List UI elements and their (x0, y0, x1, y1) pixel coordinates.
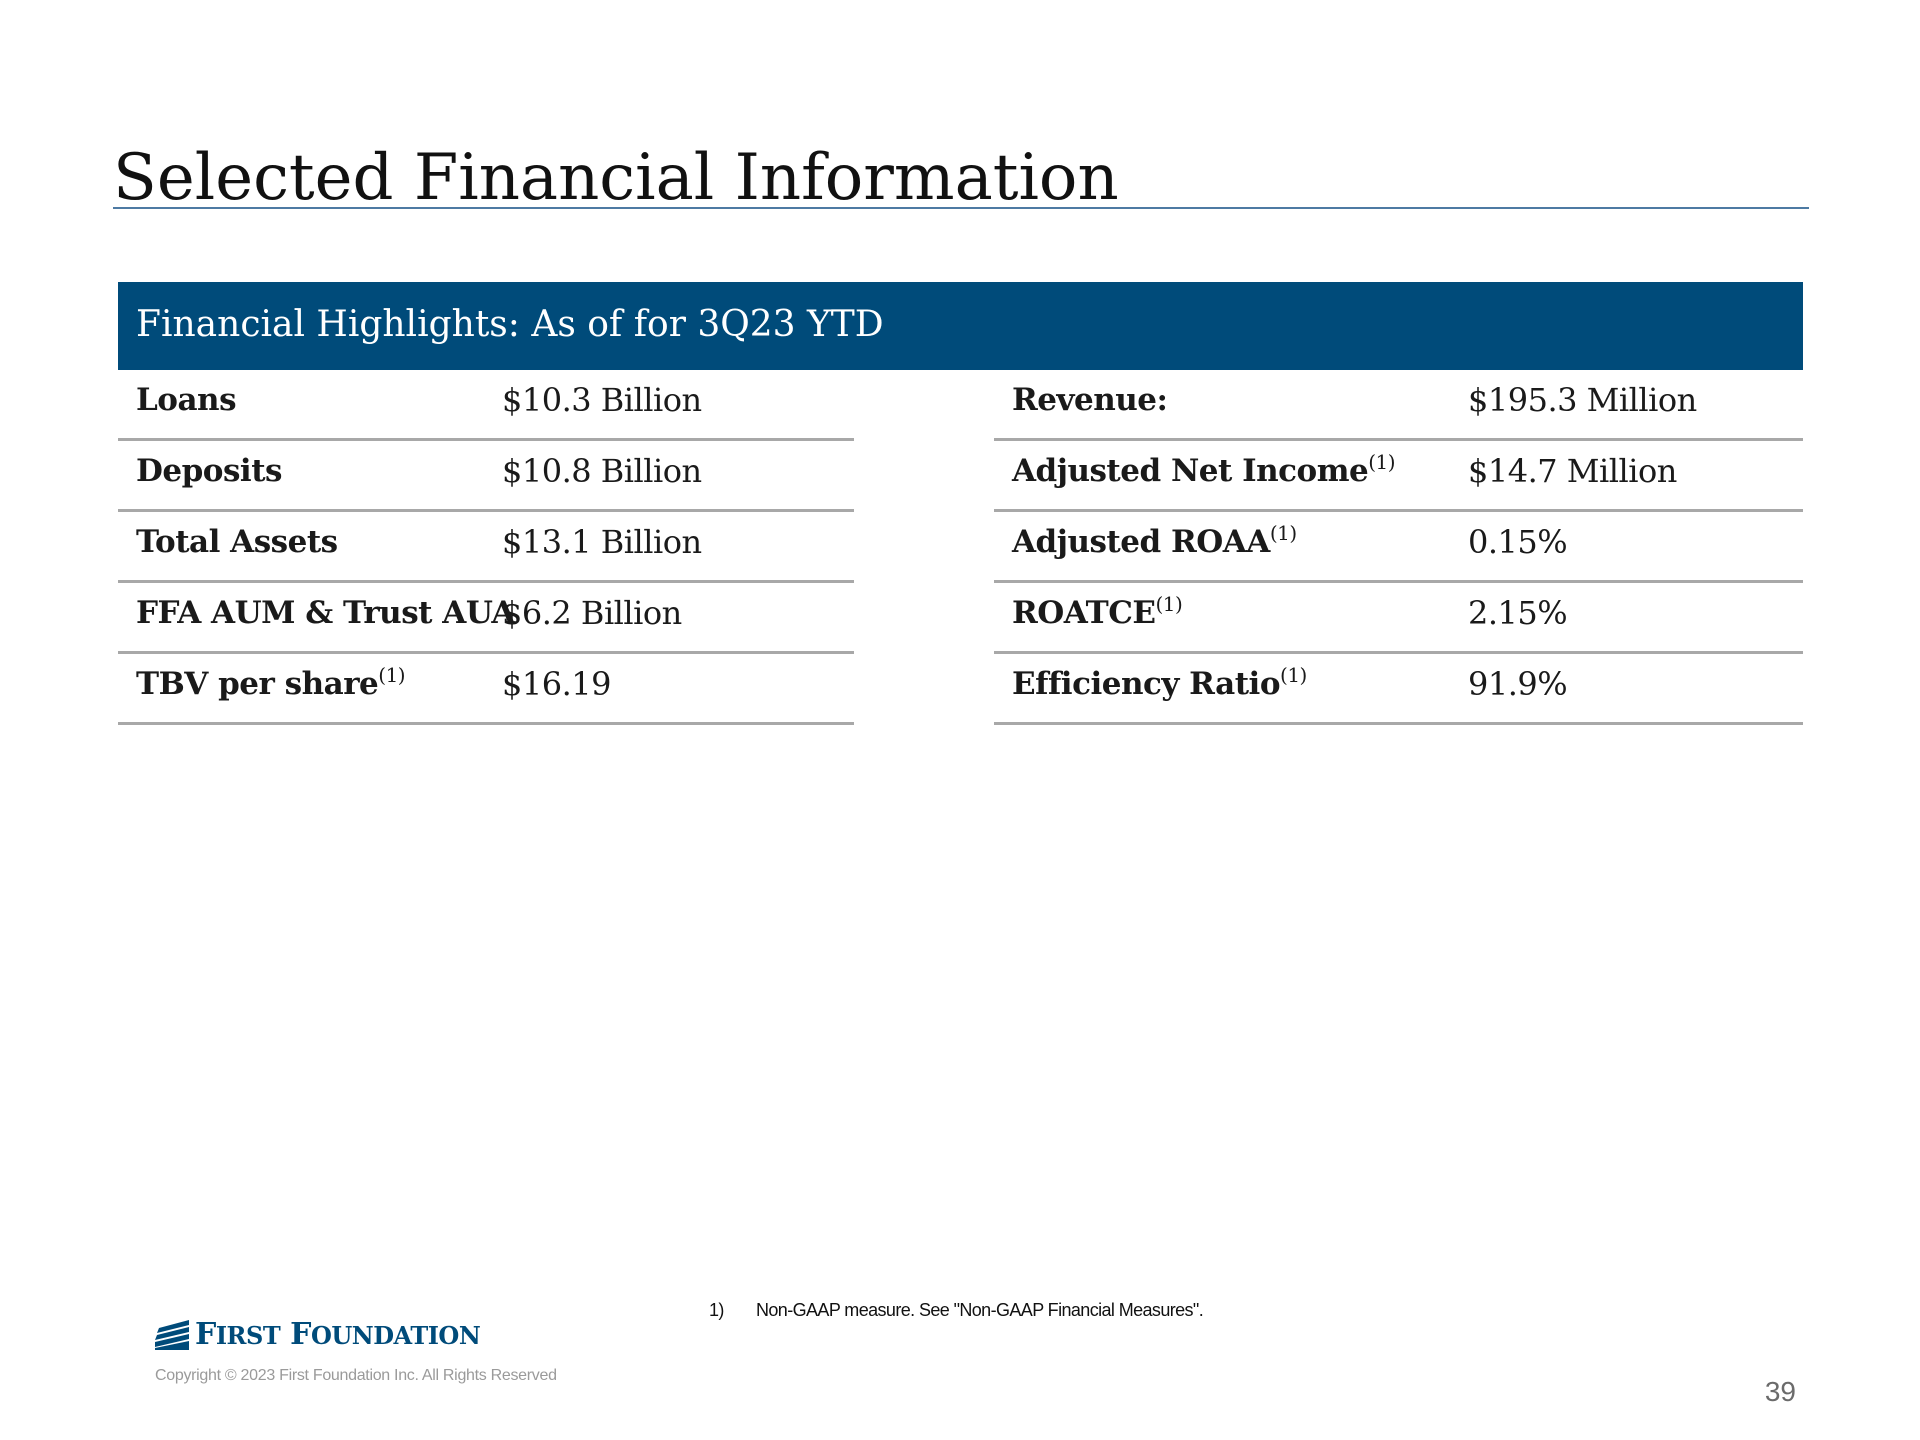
metric-label: Adjusted Net Income(1) (1012, 450, 1396, 489)
metric-value: $10.3 Billion (502, 381, 702, 419)
metric-value: 91.9% (1468, 665, 1568, 703)
highlights-banner: Financial Highlights: As of for 3Q23 YTD (118, 282, 1803, 370)
metric-value: $13.1 Billion (502, 523, 702, 561)
metric-value: $10.8 Billion (502, 452, 702, 490)
metric-label: Loans (136, 382, 237, 418)
table-row: Efficiency Ratio(1) 91.9% (994, 654, 1803, 725)
metric-value: $16.19 (502, 665, 611, 703)
metric-label: Adjusted ROAA(1) (1012, 521, 1297, 560)
metric-label: ROATCE(1) (1012, 592, 1183, 631)
metric-value: 0.15% (1468, 523, 1568, 561)
logo-wordmark: FIRST FOUNDATION (195, 1316, 481, 1352)
table-row: TBV per share(1) $16.19 (118, 654, 854, 725)
table-row: Total Assets $13.1 Billion (118, 512, 854, 583)
page-title: Selected Financial Information (113, 141, 1119, 215)
title-underline (113, 207, 1809, 209)
metric-label: Efficiency Ratio(1) (1012, 663, 1307, 702)
table-row: FFA AUM & Trust AUA $6.2 Billion (118, 583, 854, 654)
page-number: 39 (1764, 1376, 1796, 1407)
table-row: Adjusted Net Income(1) $14.7 Million (994, 441, 1803, 512)
copyright-text: Copyright © 2023 First Foundation Inc. A… (155, 1367, 557, 1384)
metric-label: TBV per share(1) (136, 663, 406, 702)
footnote-number: 1) (709, 1300, 724, 1320)
metric-label: Deposits (136, 453, 282, 489)
table-row: Loans $10.3 Billion (118, 370, 854, 441)
flag-stripes-icon (155, 1320, 189, 1350)
metric-label: Total Assets (136, 524, 338, 560)
banner-title: Financial Highlights: As of for 3Q23 YTD (136, 304, 884, 345)
metric-value: $6.2 Billion (502, 594, 682, 632)
metric-value: $14.7 Million (1468, 452, 1677, 490)
table-row: Revenue: $195.3 Million (994, 370, 1803, 441)
company-logo: FIRST FOUNDATION (155, 1316, 481, 1352)
left-metrics-table: Loans $10.3 Billion Deposits $10.8 Billi… (118, 370, 854, 725)
footnote-text: Non-GAAP measure. See "Non-GAAP Financia… (756, 1300, 1204, 1320)
table-row: ROATCE(1) 2.15% (994, 583, 1803, 654)
right-metrics-table: Revenue: $195.3 Million Adjusted Net Inc… (994, 370, 1803, 725)
table-row: Deposits $10.8 Billion (118, 441, 854, 512)
metric-value: 2.15% (1468, 594, 1568, 632)
metric-label: FFA AUM & Trust AUA (136, 595, 515, 631)
table-row: Adjusted ROAA(1) 0.15% (994, 512, 1803, 583)
metric-label: Revenue: (1012, 382, 1168, 418)
metric-value: $195.3 Million (1468, 381, 1697, 419)
